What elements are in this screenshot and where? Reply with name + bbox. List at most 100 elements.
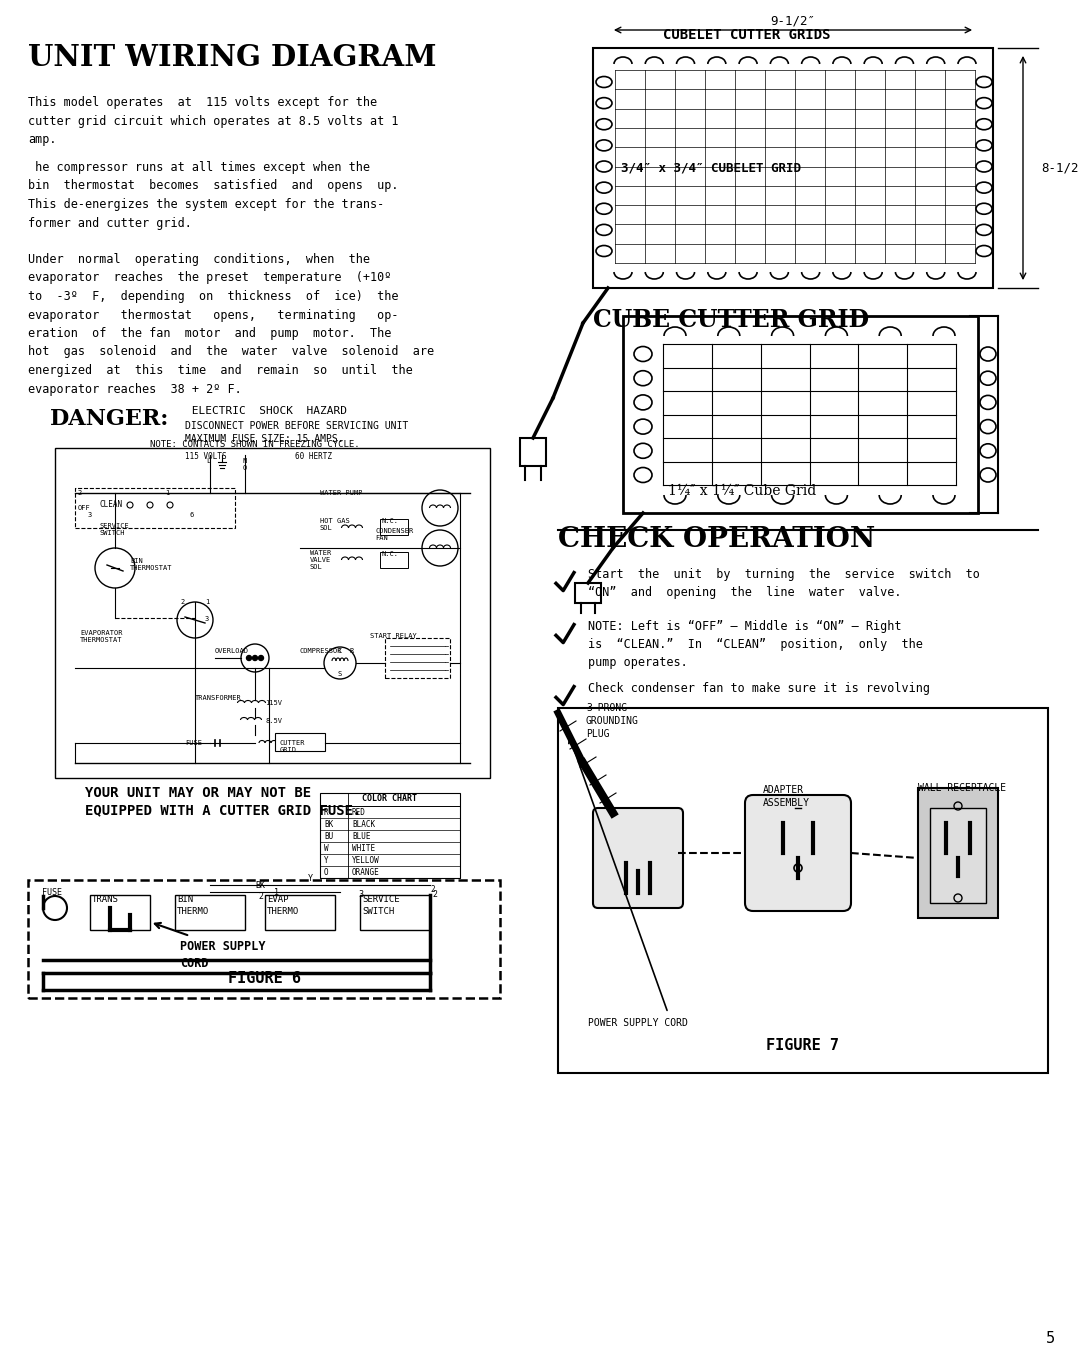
Text: BK: BK xyxy=(255,881,265,891)
Bar xyxy=(265,895,335,930)
FancyBboxPatch shape xyxy=(593,808,683,908)
Text: 3/4″ x 3/4″ CUBELET GRID: 3/4″ x 3/4″ CUBELET GRID xyxy=(621,161,801,175)
Bar xyxy=(360,895,430,930)
Text: POWER SUPPLY CORD: POWER SUPPLY CORD xyxy=(588,1018,688,1027)
Text: FUSE: FUSE xyxy=(42,888,62,897)
Text: FIGURE 7: FIGURE 7 xyxy=(767,1038,839,1053)
Text: WALL RECEPTACLE: WALL RECEPTACLE xyxy=(918,782,1007,793)
Text: FAN: FAN xyxy=(375,535,388,540)
Text: 60 HERTZ: 60 HERTZ xyxy=(295,451,332,461)
Bar xyxy=(575,583,600,603)
Text: 2: 2 xyxy=(77,490,81,497)
Text: ORANGE: ORANGE xyxy=(352,869,380,877)
Text: BK: BK xyxy=(324,819,334,829)
Text: S: S xyxy=(338,670,342,677)
Text: 2: 2 xyxy=(432,891,437,899)
Text: W: W xyxy=(324,844,328,854)
Text: TRANS: TRANS xyxy=(92,895,119,904)
Text: Y: Y xyxy=(308,874,312,882)
Text: Y: Y xyxy=(324,856,328,865)
Text: RED: RED xyxy=(352,808,366,817)
Text: Start  the  unit  by  turning  the  service  switch  to
“ON”  and  opening  the : Start the unit by turning the service sw… xyxy=(588,568,980,599)
Text: ADAPTER
ASSEMBLY: ADAPTER ASSEMBLY xyxy=(762,785,810,808)
Text: CLEAN: CLEAN xyxy=(100,499,123,509)
Text: BLUE: BLUE xyxy=(352,832,370,841)
FancyBboxPatch shape xyxy=(745,795,851,911)
Text: 2: 2 xyxy=(430,885,434,895)
Text: COLOR CHART: COLOR CHART xyxy=(363,793,418,803)
Bar xyxy=(275,733,325,751)
Text: 1: 1 xyxy=(205,599,210,605)
Text: 9-1/2″: 9-1/2″ xyxy=(770,15,815,27)
Text: N.C.: N.C. xyxy=(382,551,399,557)
Text: SOL: SOL xyxy=(320,525,333,531)
Text: 8.5V: 8.5V xyxy=(265,718,282,724)
Text: 115V: 115V xyxy=(265,700,282,706)
Text: CUBE CUTTER GRID: CUBE CUTTER GRID xyxy=(593,308,869,332)
Text: VALVE: VALVE xyxy=(310,557,332,564)
Text: GRID: GRID xyxy=(280,747,297,752)
Text: FUSE: FUSE xyxy=(185,740,202,746)
Text: SERVICE: SERVICE xyxy=(362,895,400,904)
Bar xyxy=(930,808,986,903)
Bar xyxy=(623,316,978,513)
Text: TRANSFORMER: TRANSFORMER xyxy=(195,695,242,700)
Text: CONDENSER: CONDENSER xyxy=(375,528,414,534)
Text: WATER: WATER xyxy=(310,550,332,555)
Bar xyxy=(380,553,408,568)
Text: O: O xyxy=(243,465,247,471)
Bar xyxy=(28,880,500,999)
Bar xyxy=(380,518,408,535)
Text: EVAP: EVAP xyxy=(267,895,288,904)
Bar xyxy=(75,488,235,528)
Text: L: L xyxy=(206,458,211,464)
Text: This model operates  at  115 volts except for the
cutter grid circuit which oper: This model operates at 115 volts except … xyxy=(28,96,399,146)
Bar xyxy=(55,447,490,778)
Text: COMPRESSOR: COMPRESSOR xyxy=(300,648,342,654)
Text: OFF: OFF xyxy=(78,505,91,512)
Text: WATER PUMP: WATER PUMP xyxy=(320,490,363,497)
Text: THERMOSTAT: THERMOSTAT xyxy=(130,565,173,570)
Bar xyxy=(90,895,150,930)
Text: 3: 3 xyxy=(357,891,363,899)
Text: NOTE: CONTACTS SHOWN IN FREEZING CYCLE.: NOTE: CONTACTS SHOWN IN FREEZING CYCLE. xyxy=(150,440,360,449)
Bar xyxy=(384,637,450,679)
Text: UNIT WIRING DIAGRAM: UNIT WIRING DIAGRAM xyxy=(28,42,436,73)
Circle shape xyxy=(246,655,252,661)
Text: BU: BU xyxy=(324,832,334,841)
Text: ELECTRIC  SHOCK  HAZARD: ELECTRIC SHOCK HAZARD xyxy=(185,406,347,416)
Text: POWER SUPPLY
CORD: POWER SUPPLY CORD xyxy=(180,940,266,970)
Circle shape xyxy=(253,655,257,661)
Text: 6: 6 xyxy=(190,512,194,518)
Text: 3: 3 xyxy=(205,616,210,622)
Text: DANGER:: DANGER: xyxy=(50,408,170,430)
Text: DISCONNECT POWER BEFORE SERVICING UNIT
MAXIMUM FUSE SIZE: 15 AMPS.: DISCONNECT POWER BEFORE SERVICING UNIT M… xyxy=(185,421,408,445)
Text: SWITCH: SWITCH xyxy=(100,529,125,536)
Text: 3-PRONG
GROUNDING
PLUG: 3-PRONG GROUNDING PLUG xyxy=(586,703,639,739)
Text: NOTE: Left is “OFF” — Middle is “ON” — Right
is  “CLEAN.”  In  “CLEAN”  position: NOTE: Left is “OFF” — Middle is “ON” — R… xyxy=(588,620,923,669)
Text: BIN: BIN xyxy=(130,558,143,564)
Text: EQUIPPED WITH A CUTTER GRID FUSE.: EQUIPPED WITH A CUTTER GRID FUSE. xyxy=(85,803,362,817)
Text: BIN: BIN xyxy=(177,895,193,904)
Text: N: N xyxy=(243,458,247,464)
Text: R: R xyxy=(350,648,354,654)
Text: R: R xyxy=(324,808,328,817)
Text: YOUR UNIT MAY OR MAY NOT BE: YOUR UNIT MAY OR MAY NOT BE xyxy=(85,787,311,800)
Text: Check condenser fan to make sure it is revolving: Check condenser fan to make sure it is r… xyxy=(588,683,930,695)
Circle shape xyxy=(258,655,264,661)
Text: Under  normal  operating  conditions,  when  the
evaporator  reaches  the preset: Under normal operating conditions, when … xyxy=(28,253,434,395)
Text: START RELAY: START RELAY xyxy=(370,633,417,639)
Bar xyxy=(175,895,245,930)
Text: THERMO: THERMO xyxy=(267,907,299,917)
Text: 3: 3 xyxy=(87,512,92,518)
Text: HOT GAS: HOT GAS xyxy=(320,518,350,524)
Text: FIGURE 6: FIGURE 6 xyxy=(228,971,300,986)
Text: O: O xyxy=(324,869,328,877)
Text: C: C xyxy=(338,648,342,654)
Text: THERMO: THERMO xyxy=(177,907,210,917)
Text: 1: 1 xyxy=(165,490,170,497)
Bar xyxy=(320,793,460,878)
Text: SWITCH: SWITCH xyxy=(362,907,394,917)
Text: EVAPORATOR: EVAPORATOR xyxy=(80,631,122,636)
Text: 8-1/2″: 8-1/2″ xyxy=(1041,161,1080,175)
